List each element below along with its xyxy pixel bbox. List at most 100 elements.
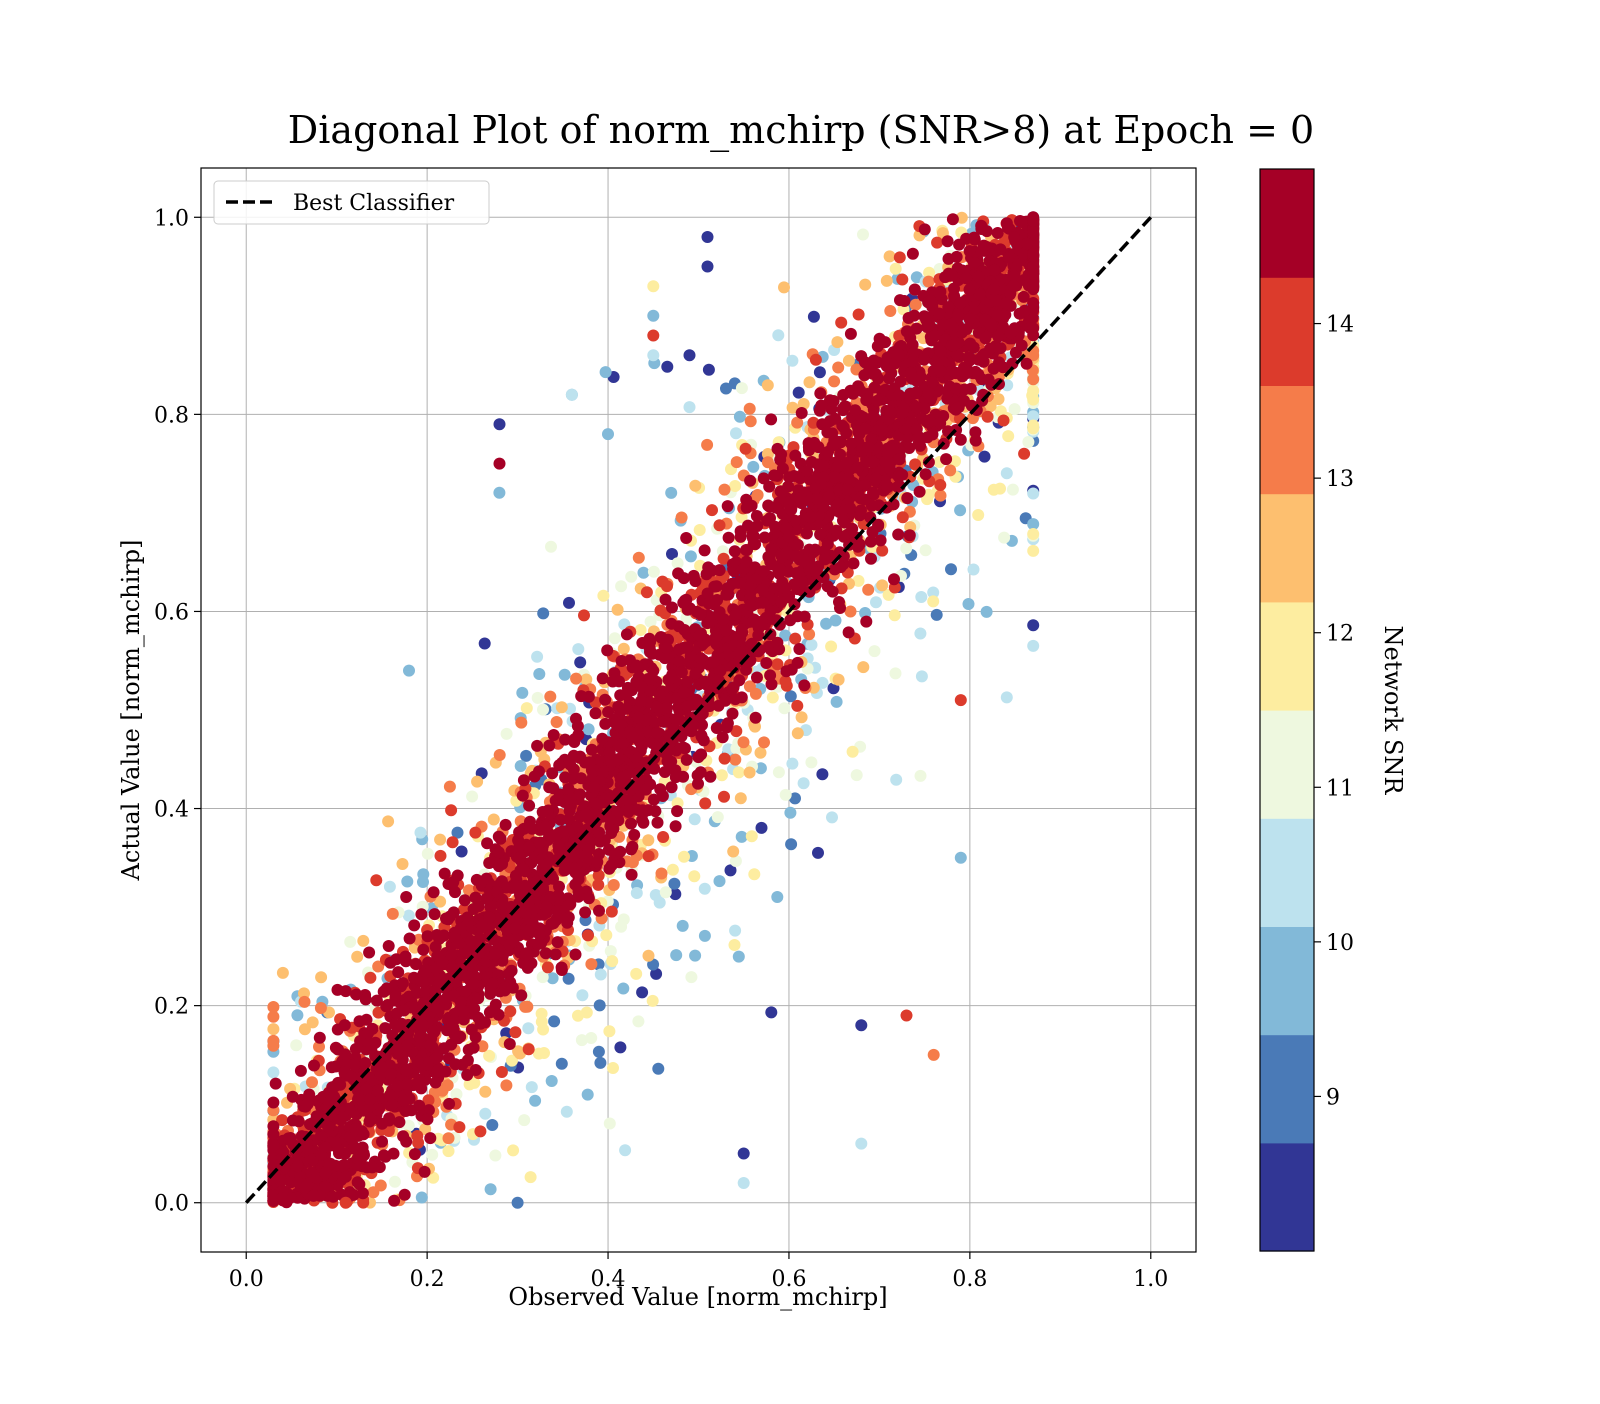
scatter-point (678, 687, 690, 699)
scatter-point (879, 336, 891, 348)
scatter-point (617, 983, 629, 995)
scatter-point (401, 876, 413, 888)
scatter-point (762, 379, 774, 391)
scatter-point (979, 451, 991, 463)
scatter-point (907, 355, 919, 367)
scatter-point (445, 804, 457, 816)
scatter-point (387, 908, 399, 920)
scatter-point (804, 376, 816, 388)
scatter-point (592, 879, 604, 891)
scatter-point (399, 1189, 411, 1201)
scatter-point (798, 679, 810, 691)
scatter-point (435, 850, 447, 862)
scatter-point (860, 394, 872, 406)
scatter-point (867, 368, 879, 380)
scatter-point (945, 563, 957, 575)
scatter-point (778, 281, 790, 293)
scatter-point (699, 676, 711, 688)
scatter-point (779, 582, 791, 594)
scatter-point (349, 1059, 361, 1071)
scatter-point (375, 1180, 387, 1192)
scatter-point (315, 971, 327, 983)
scatter-point (493, 846, 505, 858)
scatter-point (815, 400, 827, 412)
scatter-point (968, 564, 980, 576)
scatter-point (1027, 545, 1039, 557)
scatter-point (515, 717, 527, 729)
scatter-point (267, 1035, 279, 1047)
scatter-point (722, 500, 734, 512)
scatter-point (548, 917, 560, 929)
scatter-point (688, 870, 700, 882)
scatter-point (546, 1075, 558, 1087)
scatter-point (935, 490, 947, 502)
scatter-point (793, 643, 805, 655)
scatter-point (897, 511, 909, 523)
scatter-point (625, 571, 637, 583)
scatter-point (900, 542, 912, 554)
scatter-point (688, 570, 700, 582)
scatter-point (755, 747, 767, 759)
scatter-point (857, 229, 869, 241)
scatter-point (523, 800, 535, 812)
scatter-point (758, 736, 770, 748)
scatter-point (869, 645, 881, 657)
scatter-point (637, 817, 649, 829)
scatter-point (699, 930, 711, 942)
scatter-point (935, 365, 947, 377)
scatter-point (277, 1192, 289, 1204)
scatter-point (756, 822, 768, 834)
scatter-point (914, 440, 926, 452)
scatter-point (537, 607, 549, 619)
scatter-point (608, 879, 620, 891)
scatter-point (574, 788, 586, 800)
scatter-point (340, 1171, 352, 1183)
scatter-point (446, 1023, 458, 1035)
scatter-point (604, 792, 616, 804)
scatter-point (603, 1025, 615, 1037)
scatter-point (517, 790, 529, 802)
scatter-point (556, 1058, 568, 1070)
scatter-point (831, 336, 843, 348)
scatter-point (808, 311, 820, 323)
scatter-point (563, 597, 575, 609)
scatter-point (479, 1016, 491, 1028)
scatter-point (915, 591, 927, 603)
scatter-point (496, 1066, 508, 1078)
scatter-point (837, 515, 849, 527)
scatter-point (784, 807, 796, 819)
scatter-point (741, 556, 753, 568)
scatter-point (888, 573, 900, 585)
scatter-point (681, 754, 693, 766)
scatter-point (444, 911, 456, 923)
scatter-point (344, 936, 356, 948)
scatter-point (731, 456, 743, 468)
scatter-point (643, 950, 655, 962)
scatter-point (494, 749, 506, 761)
scatter-point (793, 387, 805, 399)
scatter-point (776, 551, 788, 563)
scatter-point (879, 456, 891, 468)
scatter-point (557, 825, 569, 837)
scatter-point (927, 429, 939, 441)
scatter-point (388, 1195, 400, 1207)
scatter-point (481, 837, 493, 849)
scatter-point (404, 933, 416, 945)
scatter-point (293, 1115, 305, 1127)
scatter-point (820, 618, 832, 630)
scatter-point (934, 417, 946, 429)
scatter-point (479, 1086, 491, 1098)
scatter-point (673, 655, 685, 667)
scatter-point (766, 678, 778, 690)
scatter-point (833, 674, 845, 686)
scatter-point (556, 962, 568, 974)
scatter-point (796, 711, 808, 723)
scatter-point (780, 665, 792, 677)
scatter-point (330, 1137, 342, 1149)
scatter-point (799, 611, 811, 623)
scatter-point (408, 919, 420, 931)
scatter-point (357, 935, 369, 947)
scatter-point (1007, 484, 1019, 496)
scatter-point (572, 643, 584, 655)
